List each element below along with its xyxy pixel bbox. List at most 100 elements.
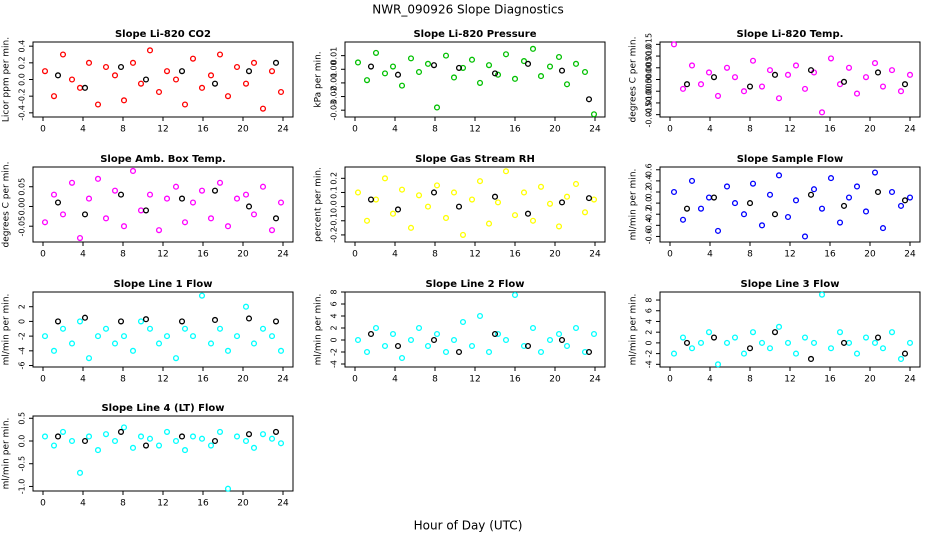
point — [85, 195, 93, 202]
x-tick-label: 12 — [784, 125, 795, 135]
point — [415, 192, 423, 199]
point — [146, 325, 154, 332]
point — [245, 203, 253, 210]
point — [670, 188, 678, 196]
point — [224, 347, 232, 354]
x-tick-label: 24 — [589, 375, 601, 385]
point — [155, 340, 163, 347]
point — [172, 183, 180, 190]
point — [710, 334, 718, 341]
point — [189, 55, 197, 62]
point — [670, 350, 678, 357]
x-tick-label: 20 — [864, 375, 876, 385]
point — [546, 63, 554, 70]
point — [102, 63, 110, 71]
point — [76, 235, 84, 242]
point — [670, 41, 678, 48]
point — [50, 347, 58, 354]
y-tick-label: 0.00 — [330, 60, 339, 78]
x-tick-label: 8 — [432, 125, 438, 135]
point — [142, 207, 150, 214]
y-tick-label: 0.05 — [18, 178, 27, 196]
y-tick-label: -0.4 — [18, 105, 27, 121]
point — [372, 49, 380, 56]
point — [558, 67, 566, 74]
point — [524, 60, 532, 67]
point — [277, 440, 285, 447]
point — [433, 104, 441, 111]
point — [524, 210, 532, 217]
x-tick-label: 12 — [469, 375, 480, 385]
point — [224, 93, 232, 100]
point — [494, 330, 502, 338]
point — [211, 437, 219, 445]
point — [511, 75, 519, 82]
point — [801, 85, 809, 92]
point — [710, 194, 718, 201]
x-tick-label: 4 — [392, 250, 398, 260]
point — [710, 74, 718, 81]
point — [683, 205, 691, 212]
point — [771, 329, 779, 336]
x-tick-label: 20 — [237, 499, 249, 509]
x-tick-label: 0 — [667, 250, 673, 260]
x-tick-label: 4 — [392, 375, 398, 385]
point — [563, 342, 571, 350]
x-tick-label: 16 — [197, 125, 209, 135]
point — [459, 231, 467, 238]
y-tick-label: 0.01 — [330, 47, 339, 65]
point — [424, 60, 432, 67]
point — [491, 70, 499, 77]
point — [888, 67, 896, 74]
y-tick-label: 0.0 — [18, 73, 27, 86]
point — [771, 211, 779, 218]
y-tick-label: 0.2 — [645, 186, 654, 199]
point — [41, 219, 49, 226]
y-tick-label: -2 — [18, 332, 27, 340]
point — [906, 194, 914, 201]
point — [853, 183, 861, 190]
y-tick-label: -4 — [645, 360, 654, 368]
point — [455, 348, 463, 356]
point — [181, 325, 189, 332]
point — [111, 340, 119, 347]
point — [163, 428, 171, 435]
point — [363, 77, 371, 84]
point — [766, 191, 774, 198]
point — [683, 81, 691, 88]
point — [468, 342, 476, 350]
point — [277, 88, 285, 96]
point — [398, 354, 406, 362]
point — [41, 68, 49, 75]
point — [468, 56, 476, 63]
point — [117, 318, 125, 325]
point — [749, 180, 757, 187]
point — [381, 342, 389, 350]
y-tick-label: -2 — [330, 348, 339, 356]
point — [853, 90, 861, 97]
point — [749, 329, 757, 336]
point — [901, 350, 909, 357]
point — [840, 339, 848, 346]
y-axis-label: ml/min per min. — [629, 169, 639, 241]
y-tick-label: 0 — [645, 340, 654, 345]
point — [840, 202, 848, 209]
point — [85, 355, 93, 362]
point — [398, 82, 406, 89]
point — [520, 189, 528, 196]
point — [41, 333, 49, 340]
point — [178, 68, 186, 75]
point — [272, 59, 280, 66]
x-tick-label: 0 — [667, 125, 673, 135]
x-tick-label: 12 — [157, 499, 168, 509]
point — [163, 195, 171, 202]
x-tick-label: 16 — [197, 375, 209, 385]
point — [555, 330, 563, 338]
panel-title: Slope Line 4 (LT) Flow — [101, 403, 224, 414]
point — [688, 177, 696, 184]
point — [259, 431, 267, 438]
point — [81, 314, 89, 321]
point — [845, 64, 853, 71]
plot-frame — [659, 166, 921, 243]
